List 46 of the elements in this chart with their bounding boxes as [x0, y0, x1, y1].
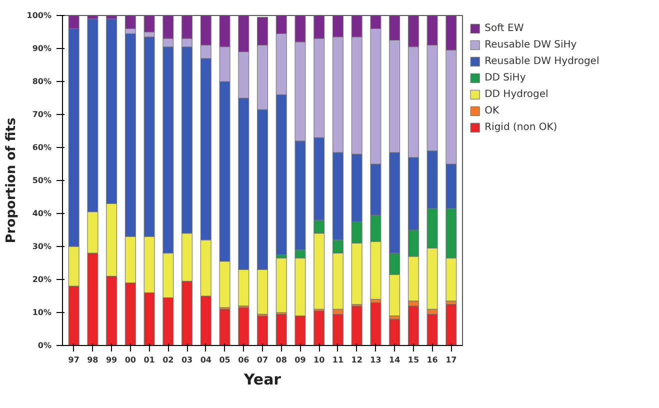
- x-tick-label: 14: [389, 356, 401, 364]
- x-tick-label: 97: [68, 356, 80, 364]
- x-tick-label: 11: [332, 356, 344, 364]
- x-tick-label: 02: [162, 356, 174, 364]
- y-tick-label: 20%: [32, 275, 52, 284]
- y-axis-title: Proportion of fits: [4, 117, 19, 244]
- legend-label: Rigid (non OK): [484, 122, 558, 134]
- x-tick-label: 01: [144, 356, 156, 364]
- x-tick-label: 03: [181, 356, 193, 364]
- bar: [370, 302, 382, 346]
- x-tick-label: 10: [314, 356, 326, 364]
- legend-label: OK: [484, 106, 500, 117]
- bar: [389, 318, 400, 346]
- x-tick-label: 09: [294, 356, 306, 364]
- bar: [332, 314, 344, 346]
- y-tick-label: 70%: [32, 110, 52, 119]
- y-tick-label: 50%: [32, 176, 52, 185]
- bar: [426, 314, 438, 346]
- x-tick-label: 05: [219, 356, 231, 364]
- x-tick-label: 04: [200, 356, 212, 364]
- y-tick-label: 80%: [32, 77, 52, 86]
- x-axis-title: Year: [242, 370, 282, 388]
- x-tick-label: 98: [87, 356, 99, 364]
- legend-label: Reusable DW Hydrogel: [484, 56, 600, 68]
- x-tick-label: 99: [106, 356, 118, 364]
- x-tick-label: 15: [408, 356, 420, 364]
- y-tick-label: 30%: [32, 242, 52, 251]
- y-tick-label: 60%: [32, 143, 52, 152]
- y-tick-label: 40%: [32, 209, 52, 218]
- y-tick-label: 10%: [32, 308, 52, 317]
- y-tick-label: 100%: [26, 11, 52, 20]
- legend-label: Reusable DW SiHy: [484, 40, 577, 51]
- legend-label: Soft EW: [484, 23, 524, 34]
- x-tick-label: 07: [256, 356, 268, 364]
- x-tick-label: 00: [124, 356, 136, 364]
- bar: [446, 304, 457, 346]
- x-tick-label: 17: [446, 356, 457, 364]
- x-tick-label: 13: [370, 356, 382, 364]
- x-tick-label: 08: [276, 356, 288, 364]
- x-tick-label: 16: [426, 356, 438, 364]
- legend-label: DD SiHy: [484, 72, 526, 84]
- y-tick-label: 0%: [38, 341, 52, 350]
- x-tick-label: 12: [351, 356, 362, 364]
- y-tick-label: 90%: [32, 44, 52, 53]
- legend-label: DD Hydrogel: [484, 89, 548, 100]
- x-tick-label: 06: [238, 356, 250, 364]
